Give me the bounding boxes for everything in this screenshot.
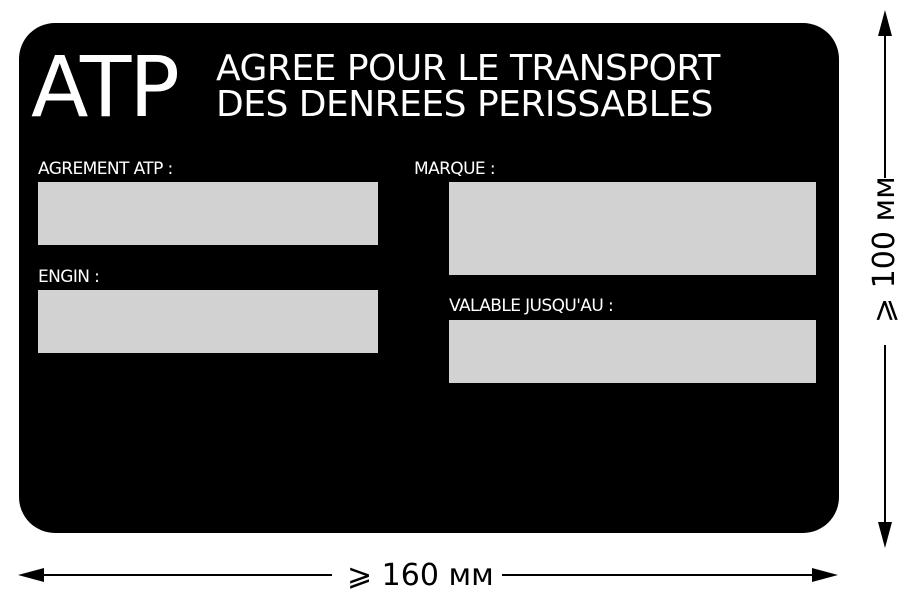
valable-field xyxy=(449,320,816,383)
engin-field xyxy=(38,290,378,353)
width-label: ⩾ 160 мм xyxy=(347,558,494,593)
height-dimension-arrow xyxy=(878,10,892,548)
atp-plate: ATP AGREE POUR LE TRANSPORT DES DENREES … xyxy=(19,23,839,533)
engin-label: ENGIN : xyxy=(38,267,100,287)
marque-label: MARQUE : xyxy=(414,159,496,179)
title-line-2: DES DENREES PERISSABLES xyxy=(216,84,713,125)
width-dimension-arrow xyxy=(18,568,838,582)
marque-field xyxy=(449,182,816,275)
valable-label: VALABLE JUSQU'AU : xyxy=(449,296,614,316)
atp-logo: ATP xyxy=(31,38,180,136)
agrement-field xyxy=(38,182,378,245)
height-label: ⩾ 100 мм xyxy=(867,176,902,323)
plate-title: AGREE POUR LE TRANSPORT DES DENREES PERI… xyxy=(216,51,720,123)
agrement-label: AGREMENT ATP : xyxy=(38,159,173,179)
title-line-1: AGREE POUR LE TRANSPORT xyxy=(216,48,720,89)
